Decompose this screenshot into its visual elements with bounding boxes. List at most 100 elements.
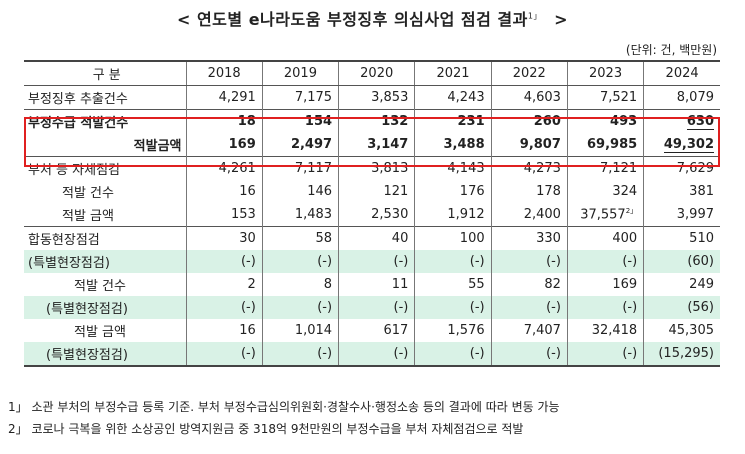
cell: 55 [414, 273, 492, 296]
cell: (-) [414, 296, 492, 319]
row-label: 적발 금액 [62, 209, 114, 224]
footnote-1: 1」 소관 부처의 부정수급 등록 기준. 부처 부정수급심의위원회·경찰수사·… [8, 400, 560, 414]
cell: 4,603 [490, 85, 568, 110]
row-fraud-count: 부정수급 적발건수 18 154 132 231 260 493 630 [24, 109, 720, 133]
row-joint-count: 적발 건수 2 8 11 55 82 169 249 [24, 273, 720, 296]
cell: 121 [338, 180, 415, 203]
cell-underlined: 49,302 [663, 137, 714, 153]
cell: 2,400 [490, 203, 568, 227]
cell: (-) [490, 342, 568, 367]
footnote-2: 2」 코로나 극복을 위한 소상공인 방역지원금 중 318억 9천만원의 부정… [8, 422, 524, 436]
cell: 146 [261, 180, 339, 203]
cell: 16 [185, 319, 263, 342]
year-header: 2023 [566, 60, 644, 86]
header-row: 구 분 2018 2019 2020 2021 2022 2023 2024 [24, 60, 720, 86]
inspection-table: 구 분 2018 2019 2020 2021 2022 2023 2024 부… [24, 60, 720, 367]
row-self-amount: 적발 금액 153 1,483 2,530 1,912 2,400 37,557… [24, 203, 720, 227]
cell: 400 [566, 226, 644, 250]
cell: 1,014 [261, 319, 339, 342]
row-label: 부정징후 추출건수 [28, 92, 128, 107]
cell: 30 [185, 226, 263, 250]
cell: 7,175 [261, 85, 339, 110]
cell: 18 [185, 109, 263, 133]
cell: 330 [490, 226, 568, 250]
cell: (-) [261, 296, 339, 319]
cell: 8,079 [643, 85, 720, 110]
cell: 2 [185, 273, 263, 296]
cell: (-) [414, 250, 492, 273]
cell: 493 [566, 109, 644, 133]
cell: 1,483 [261, 203, 339, 227]
cell: 153 [185, 203, 263, 227]
cell: 58 [261, 226, 339, 250]
cell: (-) [338, 250, 415, 273]
row-label: (특별현장점검) [24, 250, 186, 273]
cell: 176 [414, 180, 492, 203]
cell: 324 [566, 180, 644, 203]
year-header: 2022 [490, 60, 568, 86]
cell: 178 [490, 180, 568, 203]
row-label: (특별현장점검) [24, 296, 186, 319]
cell: 249 [643, 273, 720, 296]
cell: (-) [261, 250, 339, 273]
year-header: 2018 [185, 60, 263, 86]
cell: 82 [490, 273, 568, 296]
cell: 2,497 [261, 133, 339, 157]
unit-label: (단위: 건, 백만원) [625, 43, 717, 57]
cell: 1,912 [414, 203, 492, 227]
row-extracted: 부정징후 추출건수 4,291 7,175 3,853 4,243 4,603 … [24, 85, 720, 110]
cell: 132 [338, 109, 415, 133]
cell: 154 [261, 109, 339, 133]
row-label: 적발 건수 [74, 279, 126, 294]
cell: 16 [185, 180, 263, 203]
cell: 32,418 [566, 319, 644, 342]
year-header: 2021 [414, 60, 492, 86]
cell: 69,985 [566, 133, 644, 157]
cell: (-) [338, 296, 415, 319]
cell: 3,813 [338, 156, 415, 180]
cell: 381 [643, 180, 720, 203]
cell: 49,302 [643, 133, 720, 157]
row-self-count: 적발 건수 16 146 121 176 178 324 381 [24, 180, 720, 203]
cell: (-) [338, 342, 415, 367]
cell: 7,521 [566, 85, 644, 110]
cell: (-) [566, 296, 644, 319]
cell: 40 [338, 226, 415, 250]
cell: 7,407 [490, 319, 568, 342]
cell: 510 [643, 226, 720, 250]
cell: (-) [490, 250, 568, 273]
row-special-amount: (특별현장점검) (-) (-) (-) (-) (-) (-) (15,295… [24, 342, 720, 367]
cell: 3,997 [643, 203, 720, 227]
cell: 231 [414, 109, 492, 133]
cell: 8 [261, 273, 339, 296]
cell: (-) [185, 250, 263, 273]
row-joint-inspection: 합동현장점검 30 58 40 100 330 400 510 [24, 226, 720, 250]
cell: 11 [338, 273, 415, 296]
cell: 4,243 [414, 85, 492, 110]
cell: 2,530 [338, 203, 415, 227]
year-header: 2020 [338, 60, 415, 86]
cell: 260 [490, 109, 568, 133]
row-label: 적발 건수 [62, 186, 114, 201]
cell: (-) [566, 250, 644, 273]
cell: (15,295) [643, 342, 720, 367]
cell: 4,291 [185, 85, 263, 110]
row-label: 합동현장점검 [24, 226, 186, 250]
footnote-ref: 2」 [625, 207, 638, 216]
cell: (-) [566, 342, 644, 367]
cell: 169 [566, 273, 644, 296]
cell: 4,273 [490, 156, 568, 180]
row-joint-amount: 적발 금액 16 1,014 617 1,576 7,407 32,418 45… [24, 319, 720, 342]
table-title: < 연도별 e나라도움 부정징후 의심사업 점검 결과1」 > [176, 10, 568, 29]
year-header: 2024 [643, 60, 720, 86]
cell: 169 [185, 133, 263, 157]
year-header: 2019 [261, 60, 339, 86]
cell: (-) [261, 342, 339, 367]
cell: 1,576 [414, 319, 492, 342]
cell: 3,853 [338, 85, 415, 110]
cell: 3,147 [338, 133, 415, 157]
row-fraud-amount: 적발금액 169 2,497 3,147 3,488 9,807 69,985 … [24, 133, 720, 157]
cell: 4,143 [414, 156, 492, 180]
cell: (-) [185, 342, 263, 367]
cell: 45,305 [643, 319, 720, 342]
